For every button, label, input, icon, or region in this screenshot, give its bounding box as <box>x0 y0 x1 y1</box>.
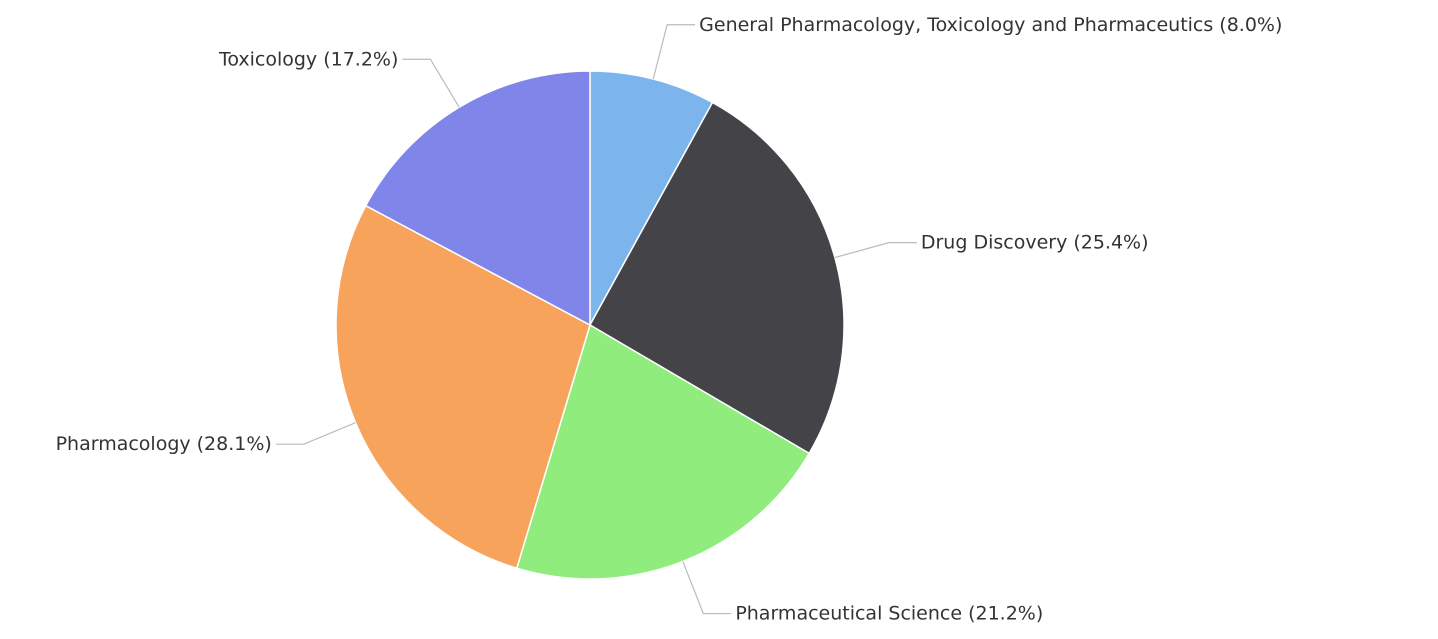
data-label: Pharmaceutical Science (21.2%) <box>735 602 1043 624</box>
pie-slice <box>335 204 591 570</box>
pie-slice <box>589 70 714 326</box>
category-name: Pharmacology <box>56 433 191 455</box>
data-label: Pharmacology (28.1%) <box>56 433 272 455</box>
connector <box>402 58 460 108</box>
connector <box>834 242 917 259</box>
value-label: (17.2%) <box>323 48 398 70</box>
category-name: General Pharmacology, Toxicology and Pha… <box>699 13 1213 35</box>
connector <box>275 422 356 445</box>
connector <box>652 24 696 80</box>
value-label: (28.1%) <box>197 433 272 455</box>
value-label: (8.0%) <box>1219 13 1282 35</box>
category-name: Toxicology <box>218 48 317 70</box>
data-label: Drug Discovery (25.4%) <box>921 231 1149 253</box>
category-name: Pharmaceutical Science <box>735 602 962 624</box>
value-label: (25.4%) <box>1073 231 1148 253</box>
pie-slice <box>588 101 845 455</box>
pie-slice <box>364 70 591 327</box>
data-label: General Pharmacology, Toxicology and Pha… <box>699 13 1282 35</box>
category-name: Drug Discovery <box>921 231 1067 253</box>
connector <box>682 561 732 615</box>
pie-slice <box>515 323 811 580</box>
data-label: Toxicology (17.2%) <box>218 48 398 70</box>
value-label: (21.2%) <box>968 602 1043 624</box>
